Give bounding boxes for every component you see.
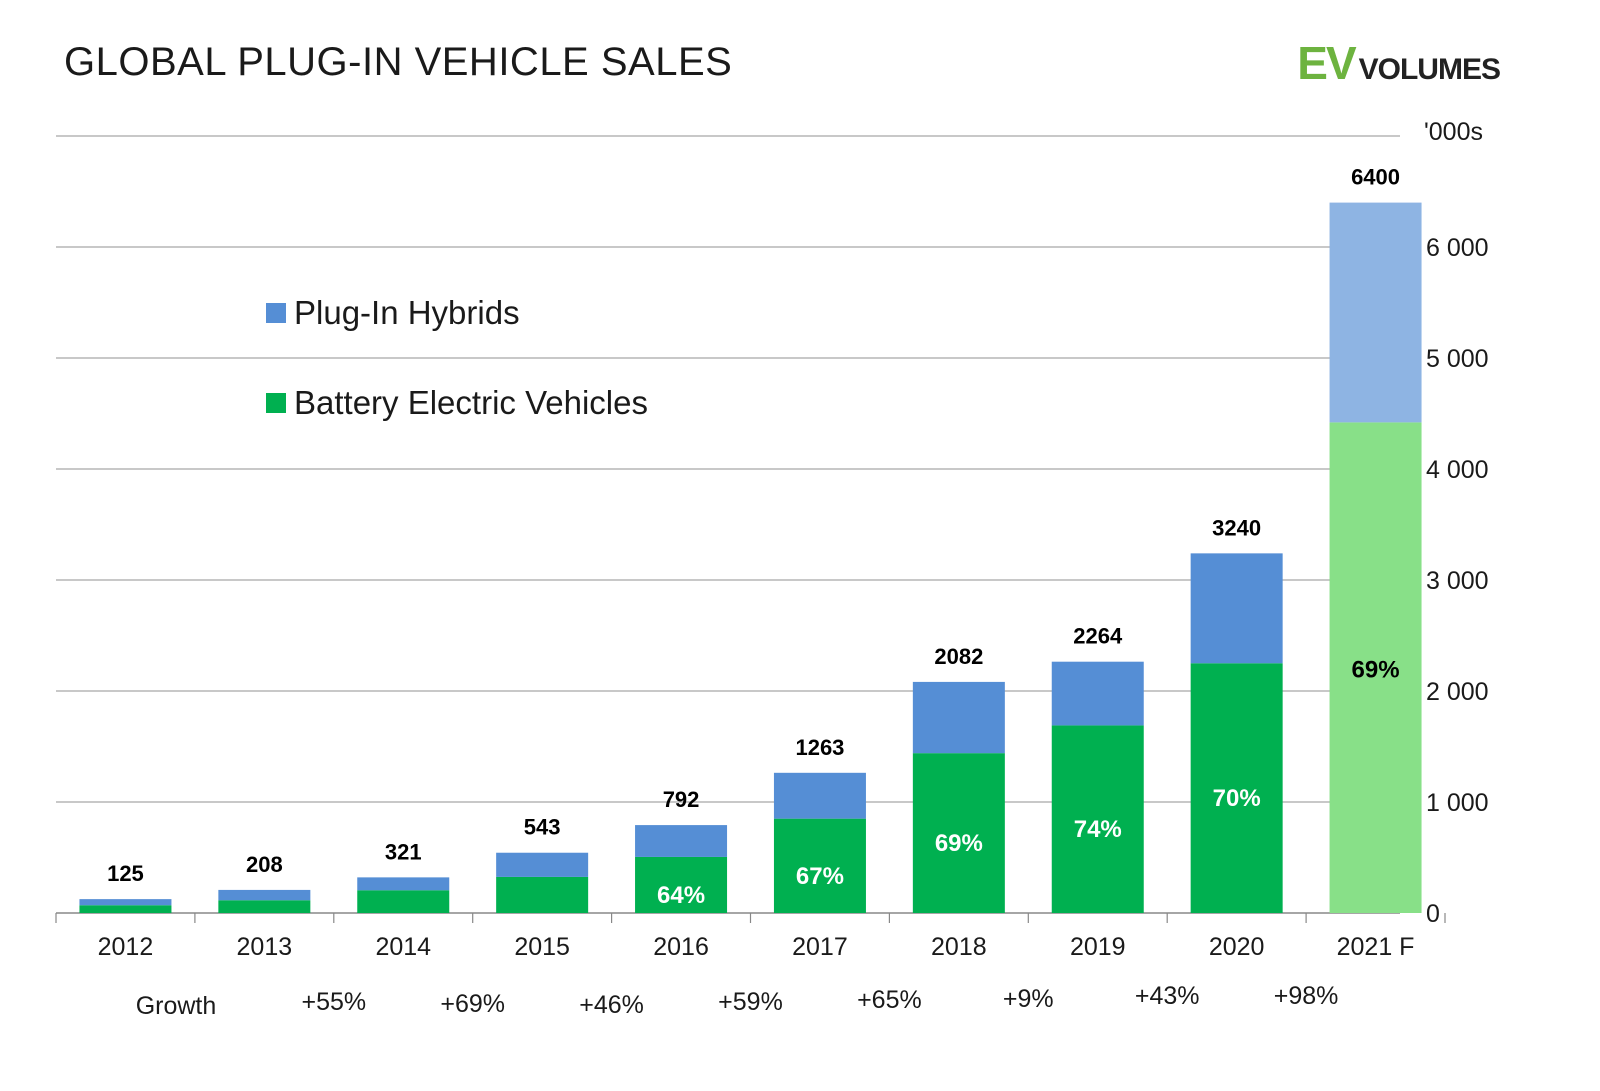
logo-volumes: VOLUMES	[1358, 53, 1501, 86]
growth-value: +43%	[1135, 982, 1200, 1010]
growth-value: +98%	[1274, 982, 1339, 1010]
bar-bev	[218, 900, 311, 913]
growth-value: +46%	[579, 991, 644, 1019]
total-label: 321	[385, 839, 422, 864]
growth-value: +55%	[301, 988, 366, 1016]
total-label: 2082	[934, 644, 983, 669]
bar-phev	[357, 877, 450, 891]
growth-value: +59%	[718, 988, 783, 1016]
legend-swatch	[266, 393, 286, 413]
bar-bev	[635, 856, 728, 913]
labels: 0 1 000 2 000 3 000 4 000 5 000 6 000 '000s 125 2…	[98, 118, 1489, 1020]
x-category-label: 2017	[792, 933, 848, 961]
y-tick-label: 5 000	[1426, 345, 1489, 373]
y-unit-label: '000s	[1424, 118, 1483, 146]
legend-label: Plug-In Hybrids	[294, 294, 520, 331]
y-tick-label: 0	[1426, 900, 1440, 928]
x-category-label: 2014	[375, 933, 431, 961]
bar-bev	[912, 753, 1005, 913]
bev-share-label: 69%	[1352, 656, 1400, 683]
bar-bev	[773, 818, 866, 913]
bar-phev	[218, 889, 311, 901]
x-category-label: 2015	[514, 933, 570, 961]
y-tick-label: 4 000	[1426, 456, 1489, 484]
bev-share-label: 74%	[1074, 816, 1122, 843]
growth-value: +65%	[857, 986, 922, 1014]
total-label: 125	[107, 861, 144, 886]
chart-title: GLOBAL PLUG-IN VEHICLE SALES	[64, 40, 733, 84]
bar-bev	[79, 905, 172, 913]
bev-share-label: 67%	[796, 863, 844, 890]
y-tick-label: 6 000	[1426, 234, 1489, 262]
bars	[79, 202, 1422, 913]
x-category-label: 2021 F	[1337, 933, 1415, 961]
x-category-label: 2018	[931, 933, 987, 961]
bar-phev	[912, 681, 1005, 754]
total-label: 543	[524, 815, 561, 840]
x-category-label: 2016	[653, 933, 709, 961]
bar-phev	[79, 899, 172, 906]
bar-bev	[1190, 663, 1283, 913]
growth-row-label: Growth	[136, 992, 217, 1020]
total-label: 208	[246, 852, 283, 877]
total-label: 6400	[1351, 165, 1400, 190]
growth-value: +9%	[1003, 985, 1054, 1013]
bar-phev	[773, 772, 866, 819]
total-label: 792	[663, 787, 700, 812]
total-label: 3240	[1212, 515, 1261, 540]
bar-bev	[496, 876, 589, 913]
x-category-label: 2020	[1209, 933, 1265, 961]
bar-bev	[1329, 422, 1422, 913]
bar-phev	[496, 852, 589, 877]
bar-phev	[1190, 553, 1283, 664]
logo-ev: EV	[1297, 37, 1356, 89]
y-tick-label: 3 000	[1426, 567, 1489, 595]
bar-phev	[635, 825, 728, 857]
legend-label: Battery Electric Vehicles	[294, 384, 648, 421]
growth-value: +69%	[440, 990, 505, 1018]
bev-share-label: 69%	[935, 830, 983, 857]
bev-share-label: 70%	[1213, 785, 1261, 812]
legend: Plug-In Hybrids Battery Electric Vehicles	[266, 294, 648, 421]
x-category-label: 2019	[1070, 933, 1126, 961]
total-label: 1263	[795, 735, 844, 760]
bev-share-label: 64%	[657, 882, 705, 909]
y-tick-label: 2 000	[1426, 678, 1489, 706]
bar-bev	[357, 890, 450, 913]
x-category-label: 2012	[98, 933, 154, 961]
x-category-label: 2013	[237, 933, 293, 961]
total-label: 2264	[1073, 624, 1123, 649]
y-tick-label: 1 000	[1426, 789, 1489, 817]
legend-swatch	[266, 303, 286, 323]
ev-volumes-logo: EV VOLUMES	[1297, 36, 1501, 90]
bar-phev	[1051, 661, 1144, 726]
gridlines	[55, 135, 1446, 923]
bar-phev	[1329, 202, 1422, 423]
bar-bev	[1051, 725, 1144, 913]
